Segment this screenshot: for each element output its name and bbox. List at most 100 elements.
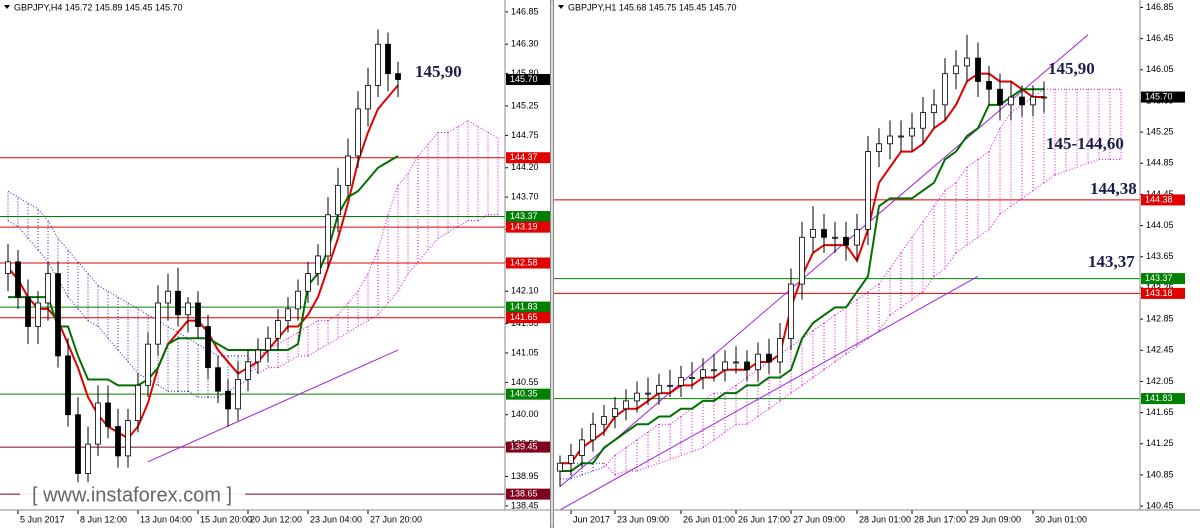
cloud-edge [570,474,583,480]
price-label: 145.70 [1145,91,1173,101]
candle-body [255,349,261,363]
candle-body [1030,96,1036,106]
x-tick-label: 5 Jun 2017 [20,514,65,524]
candle-body [5,261,11,274]
cloud-edge [746,369,759,378]
cloud-edge [856,338,869,347]
panel-divider [550,0,554,528]
candle-body [145,343,151,386]
menu-arrow [4,5,10,9]
y-tick-label: 146.85 [1146,2,1174,12]
candle-body [85,443,91,474]
cloud-edge [592,466,605,472]
candle-body [45,273,51,304]
cloud-edge [636,466,649,472]
cloud-edge [790,338,803,347]
candle-body [355,108,361,157]
candle-body [821,229,827,238]
chart-header: GBPJPY,H4 145.72 145.89 145.45 145.70 [14,2,182,12]
candle-body [744,361,750,371]
candle-body [165,290,171,304]
level-tag [506,312,550,324]
level-tag [1141,287,1185,299]
cloud-edge [187,337,199,345]
cloud-edge [812,322,825,332]
candle-body [225,390,231,410]
y-tick-label: 146.30 [511,39,539,49]
cloud-edge [407,155,419,174]
cloud-edge [397,273,409,292]
cloud-edge [735,377,748,386]
level-tag [1141,393,1185,405]
cloud-edge [127,361,139,374]
cloud-edge [297,326,309,333]
level-label: 139.45 [510,441,538,451]
level-label: 143.37 [510,211,538,221]
candle-body [365,84,371,110]
candle-body [65,355,71,416]
candle-body [898,135,904,138]
cloud-edge [17,196,29,204]
candle-body [766,353,772,363]
level-tag [506,441,550,453]
candle-body [887,135,893,145]
candle-body [115,426,121,457]
cloud-edge [377,214,389,251]
candle-body [295,290,301,310]
x-tick-label: 26 Jun 01:00 [683,514,735,524]
cloud-edge [477,214,489,222]
x-tick-label: 23 Jun 09:00 [617,514,669,524]
cloud-edge [47,220,59,239]
cloud-edge [347,326,359,333]
candle-body [557,462,563,472]
cloud-edge [845,299,858,308]
indicator-line [8,155,399,387]
cloud-edge [287,355,299,363]
y-tick-label: 145.25 [1146,126,1174,136]
cloud-edge [77,261,89,274]
candle-body [385,43,391,75]
level-label: 141.83 [1145,393,1173,403]
cloud-edge [581,470,594,476]
cloud-edge [812,369,825,378]
y-tick-label: 141.25 [1146,438,1174,448]
candle-body [601,416,607,425]
candle-body [375,43,381,86]
x-tick-label: 26 Jun 17:00 [738,514,790,524]
cloud-edge [1032,182,1045,191]
cloud-edge [127,302,139,310]
cloud-edge [801,330,814,339]
candle-body [612,408,618,417]
cloud-edge [757,361,770,371]
x-tick-label: 13 Jun 04:00 [140,514,192,524]
candle-body [345,155,351,186]
cloud-edge [790,384,803,394]
cloud-edge [117,349,129,363]
cloud-edge [487,132,499,139]
watermark-box [20,482,245,508]
menu-arrow [558,5,564,9]
candle-body [843,236,849,246]
cloud-edge [377,302,389,316]
cloud-edge [867,283,880,293]
cloud-edge [834,307,847,316]
cloud-edge [37,208,49,221]
cloud-edge [768,400,781,410]
cloud-edge [277,361,289,369]
candle-body [986,81,992,90]
level-label: 143.19 [510,221,538,231]
cloud-edge [779,345,792,355]
cloud-edge [1010,104,1023,114]
cloud-edge [57,237,69,251]
candle-body [205,326,211,369]
candle-body [568,455,574,464]
cloud-edge [823,361,836,371]
cloud-edge [724,423,737,433]
y-tick-label: 144.05 [1146,220,1174,230]
candle-body [700,369,706,378]
cloud-edge [357,320,369,327]
cloud-edge [447,126,459,133]
cloud-edge [966,236,979,246]
cloud-edge [647,423,660,433]
cloud-edge [157,384,169,392]
